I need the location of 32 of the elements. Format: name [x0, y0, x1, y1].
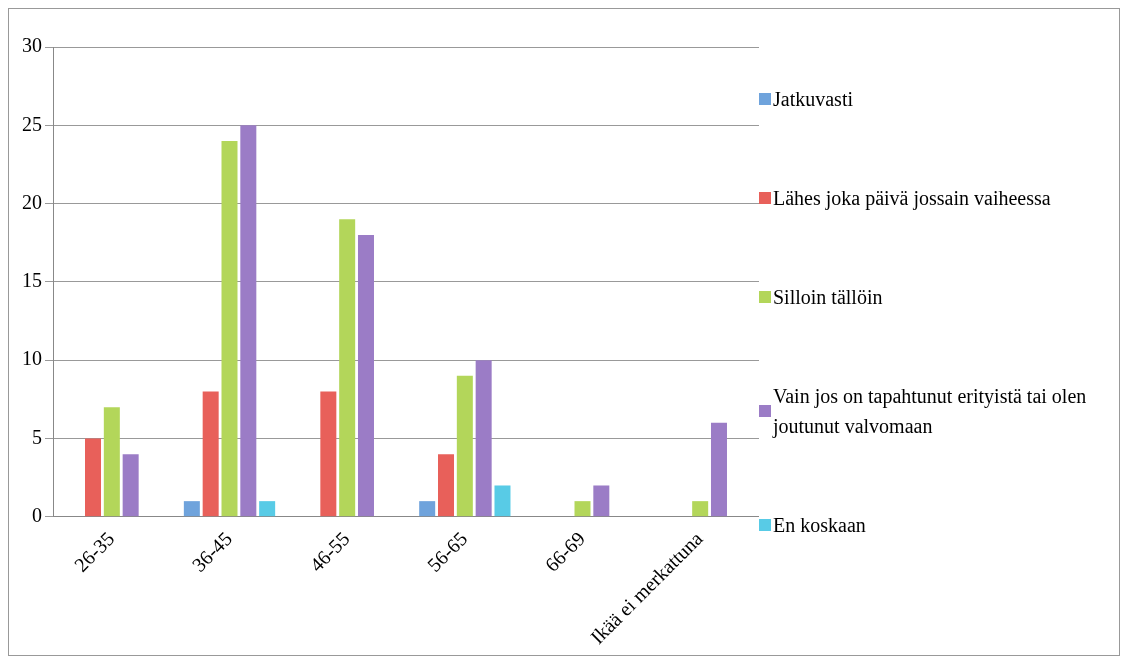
y-tick-label: 15	[22, 269, 42, 292]
bar	[692, 501, 709, 517]
y-tick-label: 25	[22, 112, 42, 135]
y-tick-label: 10	[22, 347, 42, 370]
y-tick-label: 30	[22, 34, 42, 57]
bar	[710, 422, 727, 517]
bar	[357, 234, 374, 517]
bar	[183, 501, 200, 517]
legend-label: Vain jos on tapahtunut erityistä tai olen joutunut valvomaan	[773, 384, 1088, 440]
bar	[85, 438, 102, 517]
bar	[240, 125, 257, 517]
bar	[456, 375, 473, 517]
bar	[593, 485, 610, 517]
legend-label: Silloin tällöin	[773, 284, 883, 310]
bar	[202, 391, 219, 517]
bar	[259, 501, 276, 517]
y-tick-label: 5	[32, 425, 42, 448]
bar	[494, 485, 511, 517]
bar	[122, 454, 139, 517]
bar	[419, 501, 436, 517]
legend-label: Lähes joka päivä jossain vaiheessa	[773, 185, 1051, 212]
bar	[574, 501, 591, 517]
bar	[103, 407, 120, 517]
bar	[438, 454, 455, 517]
bar	[475, 360, 492, 517]
legend-label: En koskaan	[773, 513, 866, 539]
bar	[320, 391, 337, 517]
bar	[221, 140, 238, 517]
legend-label: Jatkuvasti	[773, 86, 853, 112]
y-tick-label: 0	[32, 504, 42, 527]
y-tick-label: 20	[22, 190, 42, 213]
bar	[339, 219, 356, 517]
